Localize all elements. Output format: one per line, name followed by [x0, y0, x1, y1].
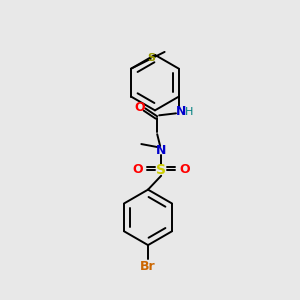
Text: S: S	[148, 53, 156, 63]
Text: N: N	[176, 105, 186, 118]
Text: N: N	[156, 143, 166, 157]
Text: Br: Br	[140, 260, 156, 273]
Text: H: H	[185, 107, 193, 117]
Text: O: O	[180, 163, 190, 176]
Text: O: O	[132, 163, 143, 176]
Text: O: O	[134, 101, 145, 114]
Text: S: S	[156, 163, 166, 177]
